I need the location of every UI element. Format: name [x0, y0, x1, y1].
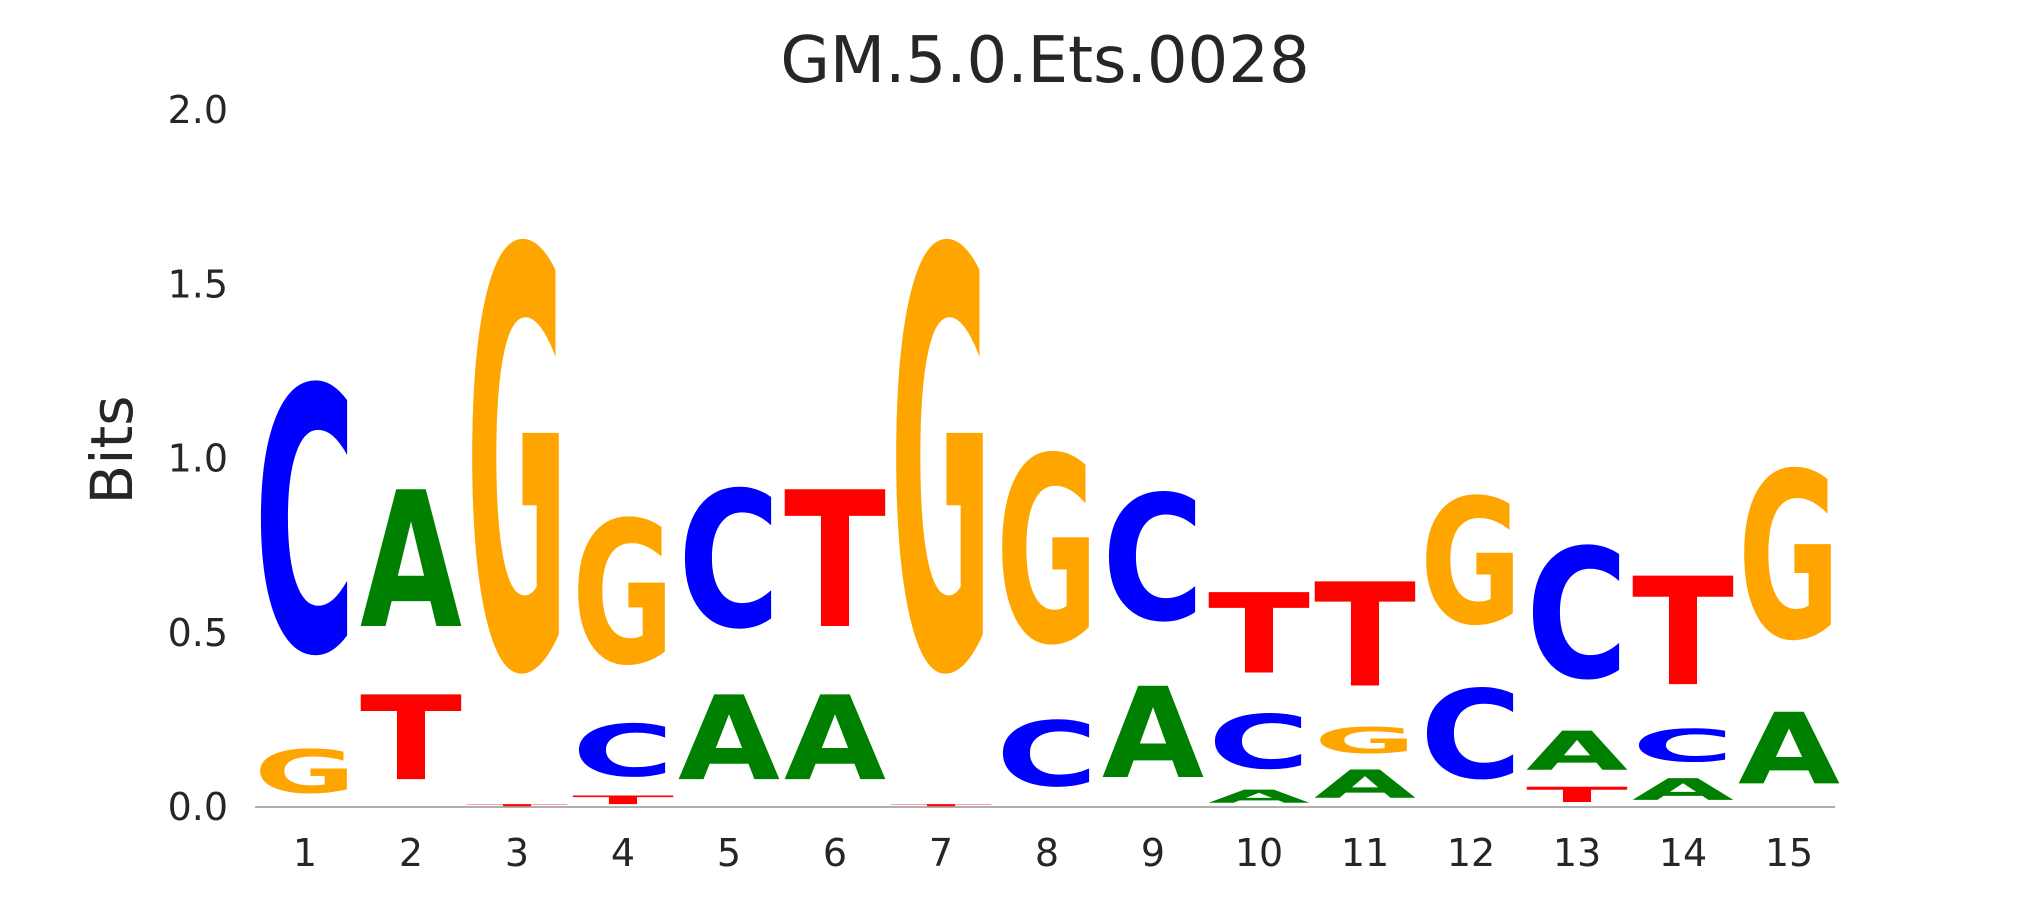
x-tick-label: 14	[1659, 831, 1707, 875]
logo-letter-a: A	[678, 673, 780, 808]
logo-letter-g: G	[996, 404, 1098, 702]
logo-letter-c: C	[1208, 700, 1310, 786]
x-tick-label: 10	[1235, 831, 1283, 875]
logo-letter-a: A	[1738, 693, 1840, 807]
logo-letter-c: C	[254, 313, 356, 736]
logo-letter-t: T	[466, 804, 568, 807]
logo-letter-c: C	[678, 452, 780, 670]
x-tick-label: 5	[717, 831, 741, 875]
logo-letter-g: G	[1738, 426, 1840, 692]
x-tick-label: 7	[929, 831, 953, 875]
logo-letter-c: C	[996, 703, 1098, 807]
x-tick-label: 12	[1447, 831, 1495, 875]
y-tick-label: 2.0	[168, 88, 228, 132]
x-tick-label: 13	[1553, 831, 1601, 875]
logo-letter-c: C	[1102, 458, 1204, 660]
logo-letter-g: G	[1314, 720, 1416, 762]
logo-letter-t: T	[1526, 783, 1628, 807]
x-axis-ticks: 1 2 3 4 5 6 7 8 9 10 11 12 13 14 15	[293, 831, 1813, 875]
logo-letter-g: G	[466, 133, 568, 802]
logo-letter-a: A	[784, 673, 886, 808]
x-tick-label: 15	[1765, 831, 1813, 875]
logo-letter-t: T	[1314, 554, 1416, 720]
logo-letter-t: T	[360, 672, 462, 807]
y-tick-label: 1.5	[168, 262, 228, 306]
logo-letter-t: T	[890, 804, 992, 807]
logo-letter-c: C	[1632, 720, 1734, 772]
y-tick-label: 0.5	[168, 611, 228, 655]
logo-letter-a: A	[360, 454, 462, 672]
logo-letter-g: G	[572, 479, 674, 709]
logo-letter-t: T	[784, 454, 886, 672]
x-tick-label: 4	[611, 831, 635, 875]
logo-letter-g: G	[254, 738, 356, 807]
x-tick-label: 2	[399, 831, 423, 875]
logo-letter-t: T	[572, 793, 674, 807]
logo-letter-a: A	[1102, 662, 1204, 807]
logo-letter-t: T	[1208, 570, 1310, 698]
y-axis-label: Bits	[78, 396, 146, 505]
x-tick-label: 9	[1141, 831, 1165, 875]
logo-letter-a: A	[1314, 762, 1416, 807]
x-tick-label: 8	[1035, 831, 1059, 875]
x-tick-label: 11	[1341, 831, 1389, 875]
y-tick-label: 0.0	[168, 785, 228, 829]
y-tick-label: 1.0	[168, 437, 228, 481]
logo-letter-t: T	[1632, 546, 1734, 720]
logo-letter-a: A	[1526, 720, 1628, 782]
logo-letter-a: A	[1632, 772, 1734, 807]
logo-letter-c: C	[572, 710, 674, 793]
y-axis-ticks: 0.0 0.5 1.0 1.5 2.0	[168, 88, 228, 829]
logo-letter-c: C	[1526, 511, 1628, 720]
logo-letter-g: G	[1420, 463, 1522, 664]
x-tick-label: 3	[505, 831, 529, 875]
x-tick-label: 6	[823, 831, 847, 875]
chart-title: GM.5.0.Ets.0028	[780, 24, 1309, 98]
logo-letter-c: C	[1420, 665, 1522, 807]
logo-letter-a: A	[1208, 786, 1310, 807]
logo-letter-g: G	[890, 133, 992, 802]
x-tick-label: 1	[293, 831, 317, 875]
